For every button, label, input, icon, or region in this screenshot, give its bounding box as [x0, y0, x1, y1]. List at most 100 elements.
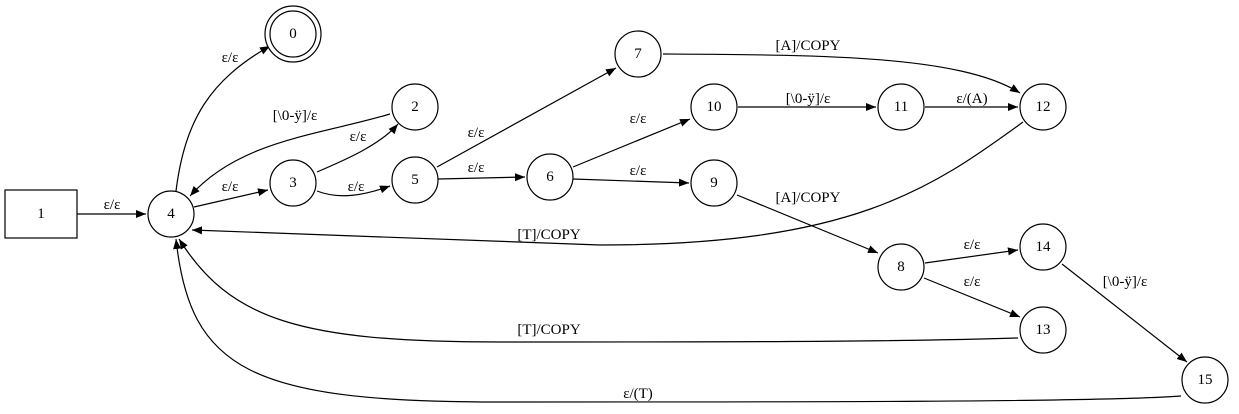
edge-label: ε/ε: [630, 111, 647, 127]
state-label: 3: [289, 175, 297, 191]
edge-line: [316, 185, 391, 197]
edge-12-to-4: [T]/COPY: [191, 121, 1024, 246]
state-circle: [1181, 356, 1229, 404]
edge-label: ε/ε: [350, 129, 367, 145]
edge-8-to-14: ε/ε: [924, 237, 1019, 264]
state-node-11: 11: [877, 83, 925, 131]
edge-line: [1061, 263, 1188, 363]
edge-label: ε/ε: [468, 125, 485, 141]
edge-13-to-4: [T]/COPY: [178, 238, 1019, 343]
state-node-14: 14: [1019, 223, 1067, 271]
state-label: 5: [411, 172, 419, 188]
edge-2-to-4: [\0-ÿ]/ε: [189, 108, 391, 197]
state-circle: [391, 156, 439, 204]
edge-label: [T]/COPY: [517, 227, 581, 243]
edge-label: [T]/COPY: [517, 322, 581, 338]
start-box: [4, 189, 78, 239]
state-label: 14: [1036, 239, 1052, 255]
edge-9-to-8: [A]/COPY: [736, 190, 879, 254]
edges: ε/ε ε/ε [\0-ÿ]/ε ε/ε ε/ε ε/ε ε/ε ε/ε ε/ε ε/ε [A]/C…: [77, 38, 1188, 403]
state-node-2: 2: [391, 83, 439, 131]
state-node-1: 1: [4, 189, 78, 239]
edge-4-to-3: ε/ε: [193, 179, 269, 208]
state-label: 11: [894, 99, 908, 115]
state-node-12: 12: [1019, 83, 1067, 131]
edge-label: [\0-ÿ]/ε: [1103, 274, 1148, 290]
state-node-13: 13: [1019, 306, 1067, 354]
edge-label: ε/ε: [630, 163, 647, 179]
edge-line: [178, 238, 1019, 343]
edge-1-to-4: ε/ε: [77, 197, 146, 218]
state-circle: [690, 83, 738, 131]
state-label: 13: [1036, 322, 1051, 338]
state-circle: [147, 190, 195, 238]
edge-line: [189, 113, 391, 197]
edge-line: [662, 53, 1021, 94]
state-label: 10: [707, 99, 722, 115]
edge-label: ε/ε: [964, 274, 981, 290]
edge-line: [923, 277, 1021, 318]
edge-3-to-2: ε/ε: [316, 123, 399, 173]
state-node-6: 6: [526, 153, 574, 201]
edge-label: ε/ε: [222, 179, 239, 195]
state-label: 2: [411, 99, 419, 115]
edge-label: [A]/COPY: [775, 190, 840, 206]
state-label: 0: [289, 26, 297, 42]
state-node-9: 9: [690, 159, 738, 207]
edge-8-to-13: ε/ε: [923, 274, 1021, 318]
edge-6-to-9: ε/ε: [572, 163, 690, 187]
state-circle: [526, 153, 574, 201]
state-node-15: 15: [1181, 356, 1229, 404]
edge-line: [175, 45, 271, 192]
edge-label: ε/ε: [468, 160, 485, 176]
edge-10-to-11: [\0-ÿ]/ε: [738, 91, 876, 111]
edge-line: [191, 121, 1024, 246]
accept-inner-circle: [269, 10, 317, 58]
state-circle: [1019, 83, 1067, 131]
state-node-5: 5: [391, 156, 439, 204]
state-label: 8: [897, 259, 905, 275]
edge-5-to-7: ε/ε: [436, 67, 617, 168]
state-circle: [614, 30, 662, 78]
state-label: 9: [710, 175, 718, 191]
edge-14-to-15: [\0-ÿ]/ε: [1061, 263, 1188, 363]
edge-15-to-4: ε/(T): [173, 238, 1182, 403]
state-circle: [1019, 306, 1067, 354]
edge-5-to-6: ε/ε: [437, 160, 526, 182]
state-node-7: 7: [614, 30, 662, 78]
state-label: 1: [37, 206, 45, 222]
edge-label: [\0-ÿ]/ε: [273, 108, 318, 124]
edge-4-to-0: ε/ε: [175, 45, 271, 192]
state-circle: [1019, 223, 1067, 271]
edge-line: [316, 123, 399, 173]
edge-line: [924, 247, 1019, 264]
edge-line: [436, 67, 617, 168]
state-circle: [391, 83, 439, 131]
state-label: 12: [1036, 99, 1051, 115]
state-node-3: 3: [269, 159, 317, 207]
edge-label: ε/ε: [104, 197, 121, 213]
edge-label: ε/ε: [348, 179, 365, 195]
edge-line: [736, 194, 879, 254]
edge-line: [173, 238, 1182, 403]
state-node-10: 10: [690, 83, 738, 131]
state-node-8: 8: [877, 243, 925, 291]
edge-label: ε/ε: [222, 50, 239, 66]
state-circle: [877, 83, 925, 131]
edge-line: [437, 173, 526, 182]
state-label: 4: [167, 206, 175, 222]
edge-7-to-12: [A]/COPY: [662, 38, 1021, 94]
state-label: 6: [546, 169, 554, 185]
edge-line: [572, 178, 690, 187]
state-node-4: 4: [147, 190, 195, 238]
state-circle: [269, 159, 317, 207]
state-node-0: 0: [264, 5, 322, 63]
edge-label: ε/(A): [956, 91, 987, 107]
edge-line: [572, 118, 691, 168]
edge-3-to-5: ε/ε: [316, 179, 391, 197]
state-circle: [690, 159, 738, 207]
edge-11-to-12: ε/(A): [925, 91, 1018, 111]
state-label: 15: [1198, 372, 1213, 388]
